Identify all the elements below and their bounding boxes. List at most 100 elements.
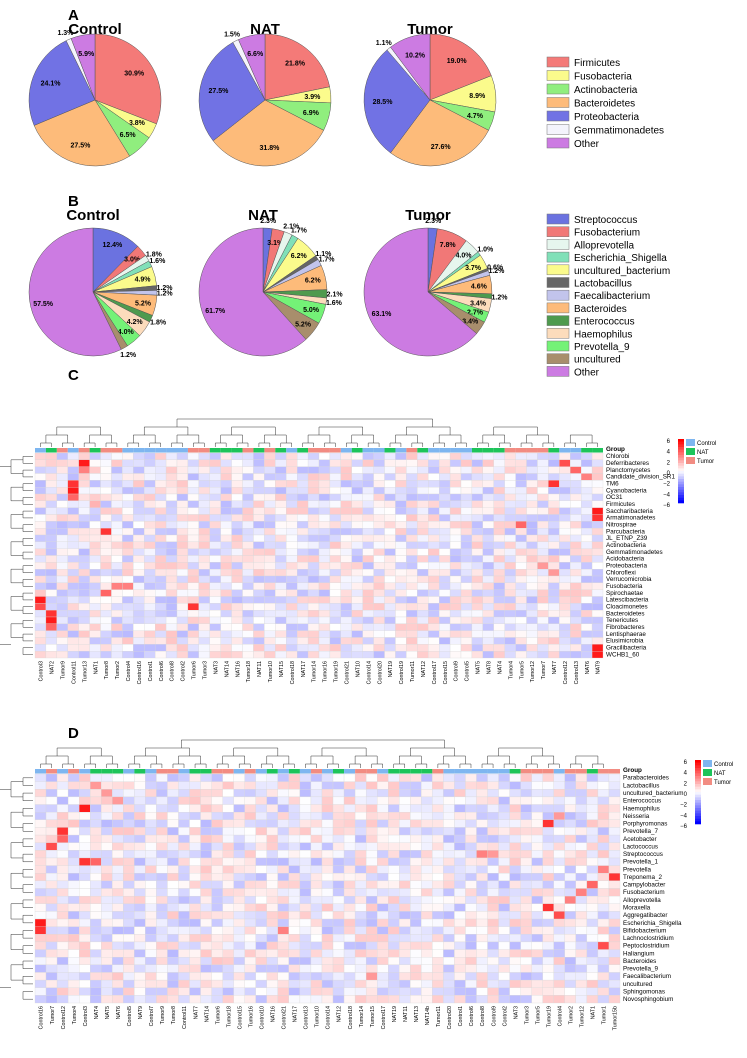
heatmap-cell bbox=[275, 630, 287, 638]
color-scale-band bbox=[678, 497, 684, 501]
heatmap-cell bbox=[67, 880, 80, 889]
pie-data-label: 1.0% bbox=[477, 246, 494, 253]
heatmap-cell bbox=[399, 812, 411, 820]
heatmap-cell bbox=[307, 610, 320, 618]
group-bar-cell bbox=[178, 769, 190, 774]
dendrogram-branch bbox=[393, 763, 406, 768]
heatmap-cell bbox=[443, 903, 455, 912]
heatmap-row-label: Sphingomonas bbox=[623, 988, 665, 995]
pie-data-label: 6.5% bbox=[120, 132, 137, 139]
heatmap-cell bbox=[373, 644, 385, 652]
heatmap-cell bbox=[581, 487, 593, 495]
heatmap-cell bbox=[156, 941, 168, 950]
heatmap-cell bbox=[133, 507, 145, 515]
heatmap-cell bbox=[111, 616, 123, 624]
heatmap-cell bbox=[67, 812, 80, 820]
heatmap-cell bbox=[354, 781, 367, 790]
heatmap-cell bbox=[45, 941, 58, 950]
group-bar-cell bbox=[200, 769, 212, 774]
heatmap-cell bbox=[449, 596, 462, 604]
dendrogram-branch bbox=[22, 565, 33, 573]
heatmap-cell bbox=[187, 521, 199, 529]
heatmap-cell bbox=[548, 644, 560, 652]
heatmap-cell bbox=[286, 575, 298, 583]
heatmap-cell bbox=[575, 796, 588, 805]
heatmap-cell bbox=[67, 773, 80, 782]
dendrogram-branch bbox=[264, 434, 287, 443]
heatmap-column-label: Control4 bbox=[126, 661, 132, 681]
heatmap-cell bbox=[465, 964, 477, 973]
heatmap-cell bbox=[399, 842, 411, 851]
heatmap-cell bbox=[133, 548, 145, 556]
heatmap-cell bbox=[264, 452, 276, 460]
heatmap-cell bbox=[343, 812, 356, 820]
heatmap-cell bbox=[377, 888, 389, 897]
heatmap-cell bbox=[198, 575, 210, 583]
heatmap-cell bbox=[67, 957, 80, 965]
heatmap-cell bbox=[231, 623, 243, 631]
heatmap-cell bbox=[471, 514, 483, 522]
heatmap-cell bbox=[56, 827, 69, 836]
heatmap-cell bbox=[417, 596, 429, 604]
heatmap-cell bbox=[343, 880, 356, 889]
heatmap-cell bbox=[406, 466, 418, 474]
heatmap-cell bbox=[275, 616, 287, 624]
heatmap-cell bbox=[373, 521, 385, 529]
heatmap-cell bbox=[570, 610, 582, 618]
heatmap-cell bbox=[244, 987, 256, 996]
heatmap-cell bbox=[531, 789, 543, 798]
heatmap-cell bbox=[460, 541, 473, 549]
heatmap-cell bbox=[504, 637, 516, 645]
heatmap-cell bbox=[570, 514, 582, 522]
heatmap-cell bbox=[231, 500, 243, 508]
heatmap-cell bbox=[176, 487, 189, 495]
heatmap-cell bbox=[155, 623, 167, 631]
dendrogram-branch bbox=[266, 755, 290, 764]
heatmap-cell bbox=[111, 575, 123, 583]
heatmap-cell bbox=[266, 819, 278, 828]
heatmap-cell bbox=[123, 781, 135, 790]
heatmap-cell bbox=[89, 575, 101, 583]
group-legend-label: NAT bbox=[697, 450, 709, 456]
heatmap-cell bbox=[542, 888, 554, 897]
heatmap-cell bbox=[123, 796, 135, 805]
heatmap-cell bbox=[277, 857, 290, 866]
heatmap-cell bbox=[242, 534, 254, 542]
heatmap-row-label: Escherichia_Shigella bbox=[623, 920, 682, 927]
heatmap-row-label: uncultured bbox=[623, 981, 653, 988]
color-scale-band bbox=[678, 476, 684, 480]
heatmap-cell bbox=[321, 812, 334, 820]
heatmap-cell bbox=[112, 895, 124, 904]
heatmap-cell bbox=[526, 582, 538, 590]
heatmap-cell bbox=[487, 857, 499, 866]
heatmap-cell bbox=[443, 926, 455, 935]
heatmap-cell bbox=[275, 582, 287, 590]
heatmap-cell bbox=[178, 903, 190, 912]
pie-title: NAT bbox=[250, 21, 280, 38]
heatmap-cell bbox=[553, 819, 565, 828]
heatmap-cell bbox=[559, 575, 571, 583]
heatmap-cell bbox=[266, 812, 278, 820]
heatmap-cell bbox=[449, 575, 462, 583]
heatmap-cell bbox=[454, 987, 466, 996]
heatmap-cell bbox=[377, 979, 389, 988]
heatmap-cell bbox=[432, 888, 444, 897]
heatmap-cell bbox=[100, 452, 112, 460]
heatmap-cell bbox=[211, 941, 223, 950]
heatmap-cell bbox=[318, 493, 331, 501]
heatmap-cell bbox=[90, 819, 102, 828]
heatmap-cell bbox=[155, 521, 167, 529]
heatmap-cell bbox=[101, 926, 113, 935]
dendrogram-branch bbox=[443, 755, 466, 764]
heatmap-cell bbox=[321, 880, 334, 889]
heatmap-cell bbox=[487, 773, 499, 782]
legend-swatch bbox=[546, 302, 570, 314]
heatmap-cell bbox=[509, 804, 521, 813]
heatmap-cell bbox=[145, 812, 157, 820]
heatmap-cell bbox=[410, 873, 422, 882]
color-scale-band bbox=[695, 768, 701, 771]
heatmap-cell bbox=[509, 941, 521, 950]
heatmap-cell bbox=[351, 596, 363, 604]
heatmap-row-label: Chlorobi bbox=[606, 453, 629, 460]
heatmap-cell bbox=[187, 603, 199, 611]
